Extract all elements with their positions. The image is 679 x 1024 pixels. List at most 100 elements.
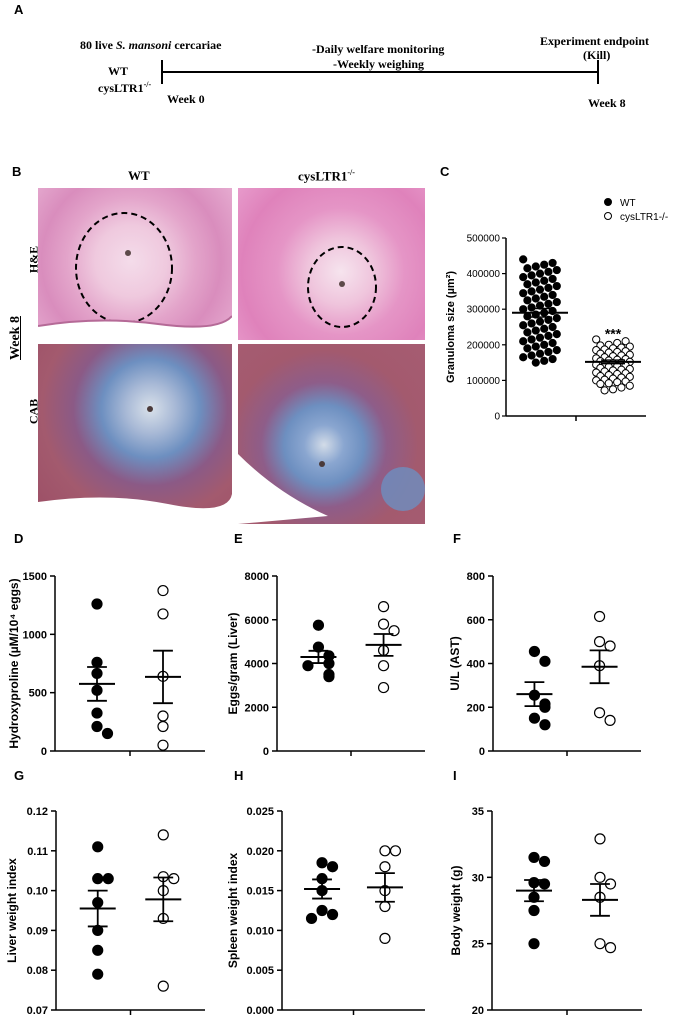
point-wt [531, 358, 540, 367]
point-wt [539, 719, 551, 731]
chart-h-group: Spleen weight index 0.000 0.005 0.010 0.015 0… [226, 806, 425, 1017]
point-wt [91, 656, 103, 668]
y-tick-label: 0 [479, 746, 485, 758]
panel-letter-c: C [440, 164, 450, 179]
chart-h-spleen-weight-index: Spleen weight index 0.000 0.005 0.010 0.015 0… [226, 806, 425, 1017]
y-tick-label: 2000 [245, 702, 269, 714]
point-ko [157, 584, 169, 597]
point-ko [389, 845, 402, 857]
point-wt [540, 324, 549, 333]
point-ko [157, 829, 169, 841]
point-wt [535, 317, 545, 326]
y-tick-label: 200 [467, 702, 485, 714]
y-tick-label: 0.015 [246, 886, 274, 898]
y-tick-label: 0.08 [27, 965, 48, 977]
point-wt [540, 356, 549, 365]
cab-wt-micrograph [38, 344, 232, 514]
he-ko-micrograph [238, 188, 425, 340]
point-wt [544, 347, 553, 357]
point-wt [548, 354, 557, 364]
chart-c-legend: WT cysLTR1-/- [604, 198, 668, 223]
point-ko [168, 873, 180, 885]
y-tick-label: 1000 [23, 629, 47, 641]
y-tick-label: 500000 [467, 234, 501, 245]
chart-c-granuloma-size: Granuloma size (µm²) 0 100000 200000 300000… [445, 198, 668, 423]
chart-e-group: Eggs/gram (Liver) 0 2000 4000 6000 8000 [226, 571, 425, 758]
point-wt [544, 315, 553, 324]
monitoring-label-2: -Weekly weighing [333, 57, 425, 71]
point-ko [596, 379, 605, 389]
point-wt [552, 281, 561, 291]
point-wt [539, 655, 551, 667]
chart-f-group: U/L (AST) 0 200 400 600 800 [448, 571, 641, 758]
point-wt [91, 598, 103, 610]
point-ko [157, 608, 169, 620]
y-tick-label: 0.09 [27, 925, 48, 937]
y-tick-label: 0 [494, 412, 500, 423]
point-wt [519, 289, 528, 298]
panel-letter-d: D [14, 531, 24, 546]
y-tick-label: 0.12 [27, 806, 48, 818]
y-tick-label: 4000 [245, 659, 269, 671]
point-ko [604, 640, 616, 652]
point-ko [377, 681, 390, 694]
y-tick-label: 20 [472, 1005, 484, 1017]
chart-i-ylabel: Body weight (g) [449, 866, 463, 956]
point-ko [157, 739, 169, 751]
chart-c-plot: 0 100000 200000 300000 400000 500000 *** [467, 234, 646, 423]
point-wt [92, 873, 104, 885]
point-wt [544, 299, 553, 308]
chart-e-eggs-per-gram: Eggs/gram (Liver) 0 2000 4000 6000 8000 [226, 571, 425, 758]
point-ko [377, 660, 390, 672]
point-wt [326, 908, 339, 921]
point-ko [379, 861, 391, 873]
point-wt [548, 322, 557, 332]
point-wt [548, 338, 557, 348]
week8-label: Week 8 [588, 96, 626, 110]
chart-e-ylabel: Eggs/gram (Liver) [226, 612, 240, 714]
chart-d-ylabel: Hydroxyproline (µM/10⁴ eggs) [7, 578, 21, 748]
y-tick-label: 300000 [467, 305, 501, 316]
point-wt [531, 326, 540, 335]
legend-label: cysLTR1-/- [620, 212, 668, 223]
point-wt [528, 904, 540, 917]
week0-label: Week 0 [167, 92, 205, 106]
point-wt [523, 296, 532, 305]
point-wt [527, 303, 536, 312]
chart-c-ylabel: Granuloma size (µm²) [445, 271, 457, 383]
point-wt [548, 258, 557, 268]
point-wt [535, 269, 545, 278]
point-ko [594, 938, 606, 950]
y-tick-label: 500 [29, 688, 47, 700]
point-wt [548, 290, 557, 300]
y-tick-label: 25 [472, 939, 484, 951]
point-wt [531, 294, 540, 303]
point-wt [326, 861, 339, 873]
point-wt [535, 285, 545, 294]
point-wt [552, 265, 561, 275]
chart-d-hydroxyproline: Hydroxyproline (µM/10⁴ eggs) 0 500 1000 1500 [7, 571, 205, 758]
chart-f-ylabel: U/L (AST) [448, 636, 462, 690]
point-wt [552, 314, 561, 323]
y-tick-label: 200000 [467, 340, 501, 351]
chart-h-ylabel: Spleen weight index [226, 853, 240, 969]
point-wt [544, 283, 553, 292]
point-wt [527, 351, 536, 360]
point-wt [92, 944, 104, 956]
chart-g-liver-weight-index: Liver weight index 0.07 0.08 0.09 0.10 0.11 0.… [5, 806, 205, 1017]
histology-week-label: Week 8 [8, 316, 23, 360]
point-wt [92, 968, 104, 980]
point-ko [593, 610, 606, 623]
point-wt [527, 319, 536, 328]
point-wt [538, 878, 551, 890]
cab-ko-micrograph [238, 344, 425, 524]
point-wt [544, 267, 553, 276]
point-ko [594, 871, 606, 883]
point-wt [535, 333, 545, 342]
point-wt [528, 712, 541, 724]
point-ko [157, 720, 169, 733]
chart-d-group: Hydroxyproline (µM/10⁴ eggs) 0 500 1000 1500 [7, 571, 205, 758]
chart-g-ylabel: Liver weight index [5, 858, 19, 963]
point-wt [540, 276, 549, 285]
point-wt [523, 312, 532, 321]
